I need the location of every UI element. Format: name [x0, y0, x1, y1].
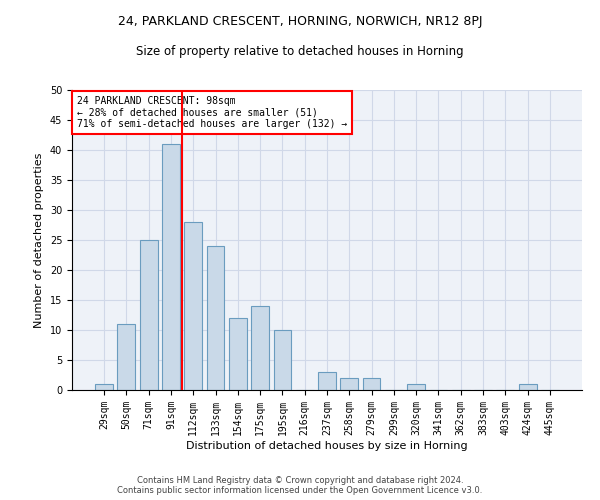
Bar: [118, 324, 136, 390]
Text: 24 PARKLAND CRESCENT: 98sqm
← 28% of detached houses are smaller (51)
71% of sem: 24 PARKLAND CRESCENT: 98sqm ← 28% of det…: [77, 96, 347, 129]
Bar: [206, 246, 224, 390]
X-axis label: Distribution of detached houses by size in Horning: Distribution of detached houses by size …: [186, 440, 468, 450]
Bar: [362, 378, 380, 390]
Bar: [251, 306, 269, 390]
Bar: [95, 384, 113, 390]
Bar: [274, 330, 292, 390]
Text: Size of property relative to detached houses in Horning: Size of property relative to detached ho…: [136, 45, 464, 58]
Bar: [518, 384, 536, 390]
Text: Contains HM Land Registry data © Crown copyright and database right 2024.
Contai: Contains HM Land Registry data © Crown c…: [118, 476, 482, 495]
Bar: [229, 318, 247, 390]
Text: 24, PARKLAND CRESCENT, HORNING, NORWICH, NR12 8PJ: 24, PARKLAND CRESCENT, HORNING, NORWICH,…: [118, 15, 482, 28]
Bar: [140, 240, 158, 390]
Bar: [162, 144, 180, 390]
Bar: [184, 222, 202, 390]
Bar: [407, 384, 425, 390]
Bar: [318, 372, 336, 390]
Y-axis label: Number of detached properties: Number of detached properties: [34, 152, 44, 328]
Bar: [340, 378, 358, 390]
